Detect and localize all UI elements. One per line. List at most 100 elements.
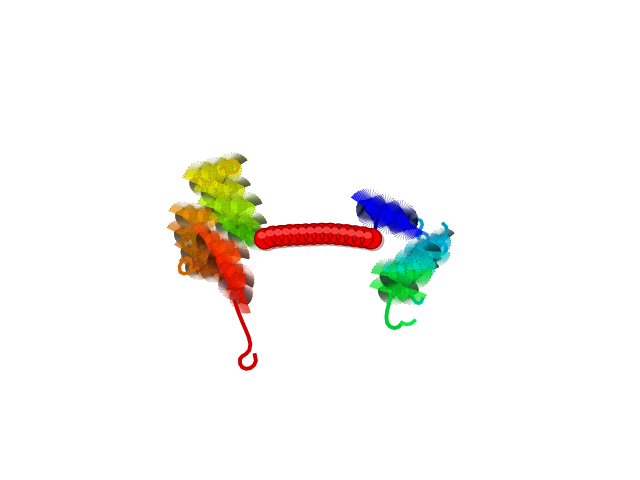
Polygon shape bbox=[205, 194, 220, 204]
Polygon shape bbox=[184, 236, 191, 247]
Polygon shape bbox=[231, 221, 241, 230]
Polygon shape bbox=[199, 237, 214, 248]
Polygon shape bbox=[205, 176, 223, 182]
Polygon shape bbox=[230, 279, 238, 300]
Polygon shape bbox=[228, 227, 247, 231]
Polygon shape bbox=[374, 267, 397, 274]
Polygon shape bbox=[192, 237, 212, 242]
Polygon shape bbox=[239, 296, 241, 312]
Polygon shape bbox=[232, 219, 238, 232]
Polygon shape bbox=[246, 239, 266, 244]
Polygon shape bbox=[420, 269, 424, 281]
Polygon shape bbox=[198, 219, 210, 229]
Polygon shape bbox=[185, 228, 204, 238]
Polygon shape bbox=[202, 258, 214, 266]
Polygon shape bbox=[180, 259, 196, 269]
Polygon shape bbox=[424, 249, 429, 262]
Polygon shape bbox=[204, 256, 218, 267]
Polygon shape bbox=[405, 257, 424, 269]
Polygon shape bbox=[210, 183, 230, 189]
Polygon shape bbox=[232, 255, 236, 269]
Polygon shape bbox=[208, 272, 216, 281]
Polygon shape bbox=[200, 238, 213, 248]
Polygon shape bbox=[213, 186, 223, 196]
Polygon shape bbox=[360, 217, 383, 220]
Polygon shape bbox=[230, 295, 248, 304]
Polygon shape bbox=[195, 168, 216, 182]
Polygon shape bbox=[228, 250, 249, 254]
Polygon shape bbox=[383, 269, 407, 272]
Polygon shape bbox=[236, 264, 246, 284]
Polygon shape bbox=[408, 243, 422, 247]
Polygon shape bbox=[420, 246, 438, 260]
Polygon shape bbox=[221, 276, 240, 287]
Polygon shape bbox=[196, 170, 217, 184]
Polygon shape bbox=[238, 228, 257, 239]
Polygon shape bbox=[228, 268, 239, 288]
Polygon shape bbox=[181, 220, 182, 232]
Polygon shape bbox=[205, 201, 228, 208]
Polygon shape bbox=[429, 238, 450, 240]
Polygon shape bbox=[391, 202, 410, 219]
Polygon shape bbox=[208, 187, 230, 192]
Polygon shape bbox=[201, 198, 222, 206]
Polygon shape bbox=[190, 216, 211, 221]
Polygon shape bbox=[229, 268, 237, 278]
Polygon shape bbox=[220, 252, 225, 263]
Polygon shape bbox=[406, 262, 428, 274]
Polygon shape bbox=[225, 261, 243, 269]
Polygon shape bbox=[198, 239, 209, 248]
Polygon shape bbox=[182, 257, 197, 267]
Polygon shape bbox=[218, 177, 227, 189]
Polygon shape bbox=[184, 256, 197, 266]
Polygon shape bbox=[207, 174, 221, 181]
Polygon shape bbox=[236, 209, 239, 223]
Polygon shape bbox=[369, 200, 394, 217]
Polygon shape bbox=[196, 218, 214, 227]
Ellipse shape bbox=[352, 227, 373, 247]
Polygon shape bbox=[422, 252, 433, 258]
Polygon shape bbox=[199, 223, 212, 240]
Polygon shape bbox=[200, 233, 218, 243]
Polygon shape bbox=[380, 279, 394, 288]
Polygon shape bbox=[190, 181, 211, 187]
Polygon shape bbox=[399, 263, 421, 266]
Polygon shape bbox=[223, 218, 245, 227]
Polygon shape bbox=[220, 195, 237, 205]
Polygon shape bbox=[419, 253, 436, 254]
Polygon shape bbox=[207, 223, 209, 237]
Polygon shape bbox=[366, 212, 380, 228]
Polygon shape bbox=[180, 237, 193, 246]
Polygon shape bbox=[228, 178, 243, 186]
Polygon shape bbox=[171, 207, 191, 216]
Ellipse shape bbox=[321, 225, 343, 245]
Polygon shape bbox=[184, 255, 200, 261]
Polygon shape bbox=[205, 252, 223, 263]
Polygon shape bbox=[216, 169, 241, 170]
Polygon shape bbox=[224, 155, 236, 165]
Polygon shape bbox=[187, 258, 200, 264]
Polygon shape bbox=[205, 241, 214, 257]
Polygon shape bbox=[436, 230, 451, 243]
Polygon shape bbox=[237, 277, 243, 297]
Polygon shape bbox=[190, 270, 203, 277]
Polygon shape bbox=[213, 185, 229, 194]
Polygon shape bbox=[234, 210, 244, 222]
Polygon shape bbox=[245, 223, 256, 235]
Polygon shape bbox=[425, 251, 441, 264]
Polygon shape bbox=[214, 201, 239, 209]
Ellipse shape bbox=[271, 226, 292, 246]
Polygon shape bbox=[203, 191, 224, 199]
Polygon shape bbox=[183, 242, 196, 248]
Polygon shape bbox=[417, 268, 426, 281]
Polygon shape bbox=[436, 246, 444, 255]
Polygon shape bbox=[239, 217, 260, 226]
Polygon shape bbox=[199, 236, 216, 246]
Polygon shape bbox=[182, 235, 198, 245]
Polygon shape bbox=[221, 275, 241, 286]
Polygon shape bbox=[209, 204, 213, 216]
Polygon shape bbox=[222, 223, 243, 232]
Polygon shape bbox=[222, 190, 243, 195]
Polygon shape bbox=[210, 253, 231, 265]
Polygon shape bbox=[250, 223, 255, 234]
